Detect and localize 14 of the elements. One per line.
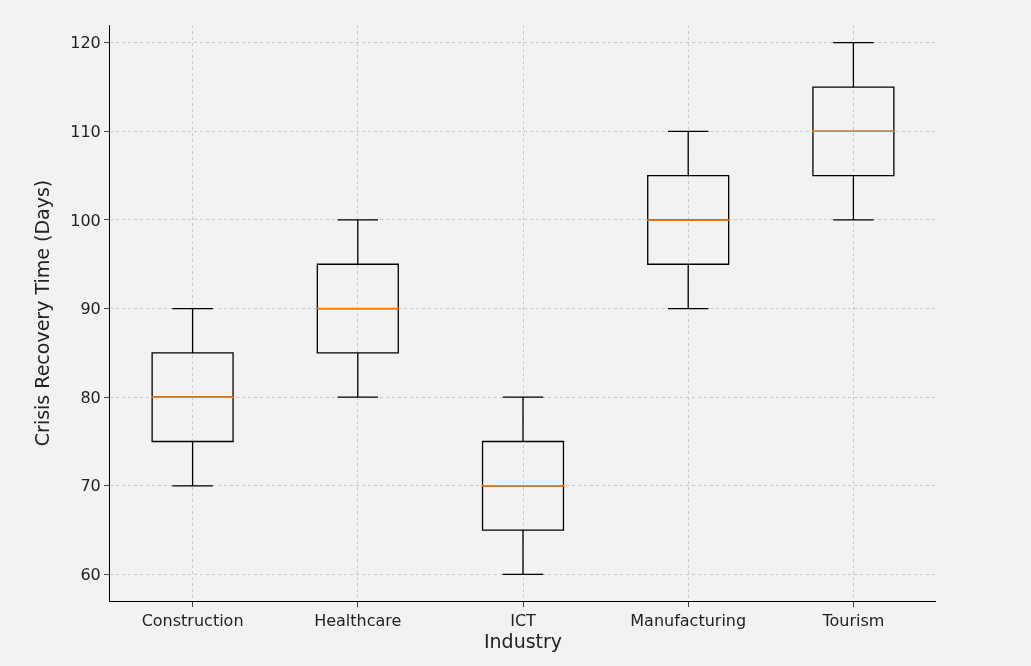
y-tick-label: 90 (80, 299, 101, 319)
y-tick-label: 100 (70, 210, 101, 230)
y-tick-label: 80 (80, 387, 101, 407)
y-tick-label: 60 (80, 565, 101, 585)
y-axis-title: Crisis Recovery Time (Days) (31, 179, 54, 447)
x-tick-label: ICT (510, 611, 537, 631)
x-tick-label: Construction (141, 611, 244, 631)
x-tick-label: Tourism (821, 611, 885, 631)
x-tick-label: Healthcare (314, 611, 402, 631)
y-tick-label: 110 (70, 121, 101, 141)
x-tick-label: Manufacturing (630, 611, 747, 631)
y-tick-label: 120 (70, 33, 101, 53)
x-axis-title: Industry (483, 630, 563, 653)
y-tick-label: 70 (80, 476, 101, 496)
